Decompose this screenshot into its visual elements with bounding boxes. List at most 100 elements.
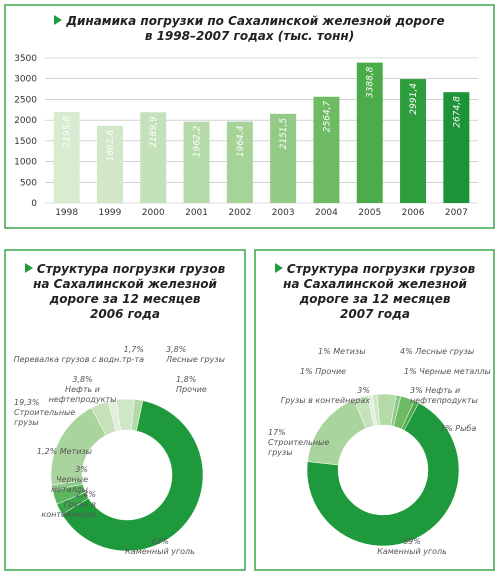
value-label: 3% (410, 386, 423, 395)
chart-title: дороге за 12 месяцев (299, 292, 451, 306)
bar (183, 121, 210, 203)
y-tick-label: 0 (31, 199, 37, 209)
x-tick-label: 2002 (228, 208, 251, 218)
segment-label: 3% Грузы в контейнерах (262, 386, 370, 406)
panel (4, 4, 495, 229)
x-tick-label: 2001 (185, 208, 208, 218)
bar (400, 79, 427, 203)
data-label: 3388,8 (366, 66, 376, 98)
bar (313, 96, 340, 203)
bar (356, 62, 383, 203)
bar (53, 112, 80, 203)
data-label: 1962,2 (193, 125, 203, 157)
data-label: 2189,9 (149, 116, 159, 148)
category-label: Перевалка грузов с водн.тр-та (13, 355, 144, 364)
chart-title: Структура погрузки грузов (255, 262, 495, 277)
category-label: Рыба (455, 424, 477, 433)
x-tick-label: 2004 (315, 208, 338, 218)
segment-label: 2,4% Грузы в контейнерах (30, 490, 96, 520)
segment-label: 3% Черные металлы (18, 465, 88, 495)
category-label: Черные металлы (50, 475, 88, 494)
category-label: Строительные грузы (14, 408, 76, 427)
segment-label: 19,3% Строительные грузы (14, 398, 89, 428)
bar (443, 92, 470, 203)
category-label: Метизы (59, 447, 92, 456)
value-label: 19,3% (14, 398, 40, 407)
chart-title: 2006 года (90, 307, 160, 321)
segment-label: 1% Метизы (318, 347, 388, 357)
value-label: 1,2% (36, 447, 58, 456)
category-label: Лесные грузы (415, 347, 475, 356)
bar (226, 121, 253, 203)
chart-title: 2007 года (340, 307, 410, 321)
value-label: 17% (268, 428, 286, 437)
value-label: 3,8% (166, 345, 187, 354)
y-tick-label: 3000 (14, 75, 37, 85)
category-label: Прочие (176, 385, 207, 394)
data-label: 2991,4 (409, 83, 419, 115)
chart-title: дороге за 12 месяцев (49, 292, 201, 306)
category-label: Строительные грузы (268, 438, 330, 457)
x-tick-label: 2005 (358, 208, 381, 218)
category-label: Грузы в контейнерах (280, 396, 370, 405)
segment-label: 3,8% Лесные грузы (166, 345, 238, 365)
category-label: Прочие (315, 367, 347, 376)
category-label: Нефть и нефтепродукты (48, 385, 117, 404)
category-label: Каменный уголь (377, 547, 447, 556)
segment-label: 3% Нефть и нефтепродукты (410, 386, 490, 406)
panel (4, 249, 246, 571)
category-label: Каменный уголь (125, 547, 195, 556)
x-tick-label: 2006 (402, 208, 425, 218)
category-label: Черные металлы (419, 367, 491, 376)
segment-label: 1% Прочие (300, 367, 360, 377)
category-label: Метизы (333, 347, 366, 356)
chart-title: в 1998–2007 годах (тыс. тонн) (144, 29, 355, 43)
bar (96, 125, 123, 203)
x-tick-label: 2000 (142, 208, 165, 218)
value-label: 3,8% (72, 375, 93, 384)
y-tick-label: 3500 (14, 54, 37, 64)
x-tick-label: 2003 (272, 208, 295, 218)
data-label: 1964,4 (236, 125, 246, 157)
donut-segment (61, 400, 204, 552)
segment-label: 1,2% Метизы (10, 447, 92, 457)
segment-label: 17% Строительные грузы (268, 428, 340, 458)
x-tick-label: 1999 (98, 208, 121, 218)
value-label: 69% (403, 537, 421, 546)
bar (140, 112, 167, 203)
y-tick-label: 2000 (14, 116, 37, 126)
value-label: 1% (440, 424, 453, 433)
donut-segment (306, 402, 460, 547)
segment-label: 69% Каменный уголь (372, 537, 452, 557)
segment-label: 1% Черные металлы (404, 367, 494, 377)
data-label: 2151,5 (279, 118, 289, 150)
value-label: 1% (318, 347, 331, 356)
category-label: Лесные грузы (166, 355, 225, 364)
segment-label: 3,8% Нефть и нефтепродукты (30, 375, 135, 405)
value-label: 1,8% (176, 375, 197, 384)
donut-segment (401, 400, 420, 431)
value-label: 2,4% (75, 490, 96, 499)
segment-label: 63% Каменный уголь (120, 537, 200, 557)
data-label: 1862,6 (106, 130, 116, 162)
data-label: 2195,8 (63, 116, 73, 148)
value-label: 3% (75, 465, 88, 474)
data-label: 2674,8 (452, 96, 462, 128)
segment-label: 1,8% Прочие (176, 375, 240, 395)
value-label: 1% (404, 367, 417, 376)
chart-title: на Сахалинской железной (283, 277, 467, 291)
value-label: 63% (151, 537, 169, 546)
chart-title: на Сахалинской железной (33, 277, 217, 291)
value-label: 3% (357, 386, 370, 395)
category-label: Грузы в контейнерах (41, 500, 96, 519)
segment-label: 4% Лесные грузы (400, 347, 492, 357)
value-label: 1% (300, 367, 313, 376)
y-tick-label: 1500 (14, 137, 37, 147)
category-label: Нефть и нефтепродукты (410, 386, 478, 405)
y-tick-label: 1000 (14, 158, 37, 168)
x-tick-label: 1998 (55, 208, 78, 218)
donut-segment (131, 399, 144, 432)
value-label: 1,7% (123, 345, 144, 354)
